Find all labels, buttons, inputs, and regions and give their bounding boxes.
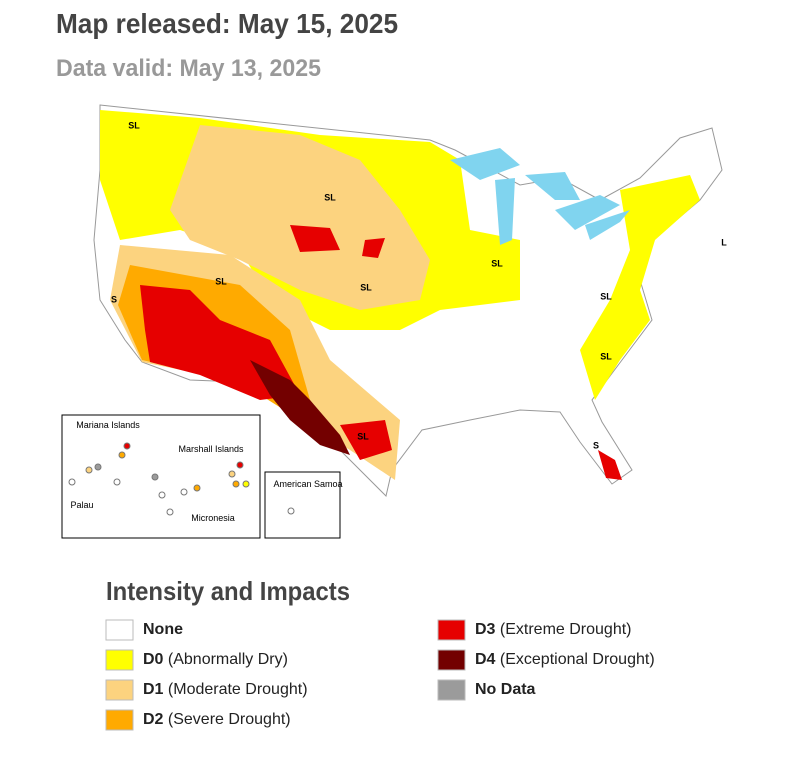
lake: [450, 148, 630, 245]
legend-code: D0: [143, 651, 164, 668]
inset-label: Marshall Islands: [178, 444, 244, 454]
legend-swatch: [105, 619, 134, 641]
legend-description: (Extreme Drought): [500, 621, 632, 638]
map-label: SL: [357, 431, 369, 441]
d1-area: [170, 125, 430, 310]
inset-label: Mariana Islands: [76, 420, 140, 430]
map: Mariana Islands Marshall Islands Palau M…: [61, 104, 727, 539]
map-label: SL: [128, 120, 140, 130]
inset-box: [264, 471, 341, 539]
legend-code: None: [143, 621, 183, 638]
d0-area: [580, 175, 700, 400]
legend-code: D2: [143, 711, 164, 728]
legend-swatch: [105, 649, 134, 671]
legend-description: (Severe Drought): [168, 711, 291, 728]
legend-label: D0 (Abnormally Dry): [143, 651, 288, 668]
legend-description: (Abnormally Dry): [168, 651, 288, 668]
legend-swatch: [437, 679, 466, 701]
islands: [68, 442, 295, 516]
legend-swatch: [437, 649, 466, 671]
map-label: S: [111, 294, 117, 304]
subtitle: Data valid: May 13, 2025: [56, 55, 321, 82]
legend-label: No Data: [475, 681, 536, 698]
d4-area: [250, 360, 350, 455]
d3-area: [290, 225, 622, 480]
legend-label: D1 (Moderate Drought): [143, 681, 308, 698]
title: Map released: May 15, 2025: [56, 8, 398, 39]
map-label: SL: [600, 291, 612, 301]
inset-label: Palau: [70, 500, 93, 510]
map-label: L: [721, 237, 727, 247]
legend-description: (Exceptional Drought): [500, 651, 655, 668]
legend-title: Intensity and Impacts: [106, 576, 350, 606]
map-label: SL: [600, 351, 612, 361]
legend-label: D3 (Extreme Drought): [475, 621, 632, 638]
legend-code: D1: [143, 681, 164, 698]
legend-swatch: [105, 709, 134, 731]
map-label: SL: [324, 192, 336, 202]
inset-label: Micronesia: [191, 513, 235, 523]
map-label: SL: [360, 282, 372, 292]
map-label: SL: [491, 258, 503, 268]
legend-swatch: [105, 679, 134, 701]
map-label: S: [593, 440, 599, 450]
legend-description: (Moderate Drought): [168, 681, 308, 698]
legend-swatch: [437, 619, 466, 641]
legend-code: D4: [475, 651, 496, 668]
inset-label: American Samoa: [273, 479, 342, 489]
legend-code: D3: [475, 621, 496, 638]
legend-code: No Data: [475, 681, 536, 698]
inset-box: [61, 414, 261, 539]
legend-label: D4 (Exceptional Drought): [475, 651, 655, 668]
legend-label: None: [143, 621, 183, 638]
map-label: SL: [215, 276, 227, 286]
legend-label: D2 (Severe Drought): [143, 711, 291, 728]
